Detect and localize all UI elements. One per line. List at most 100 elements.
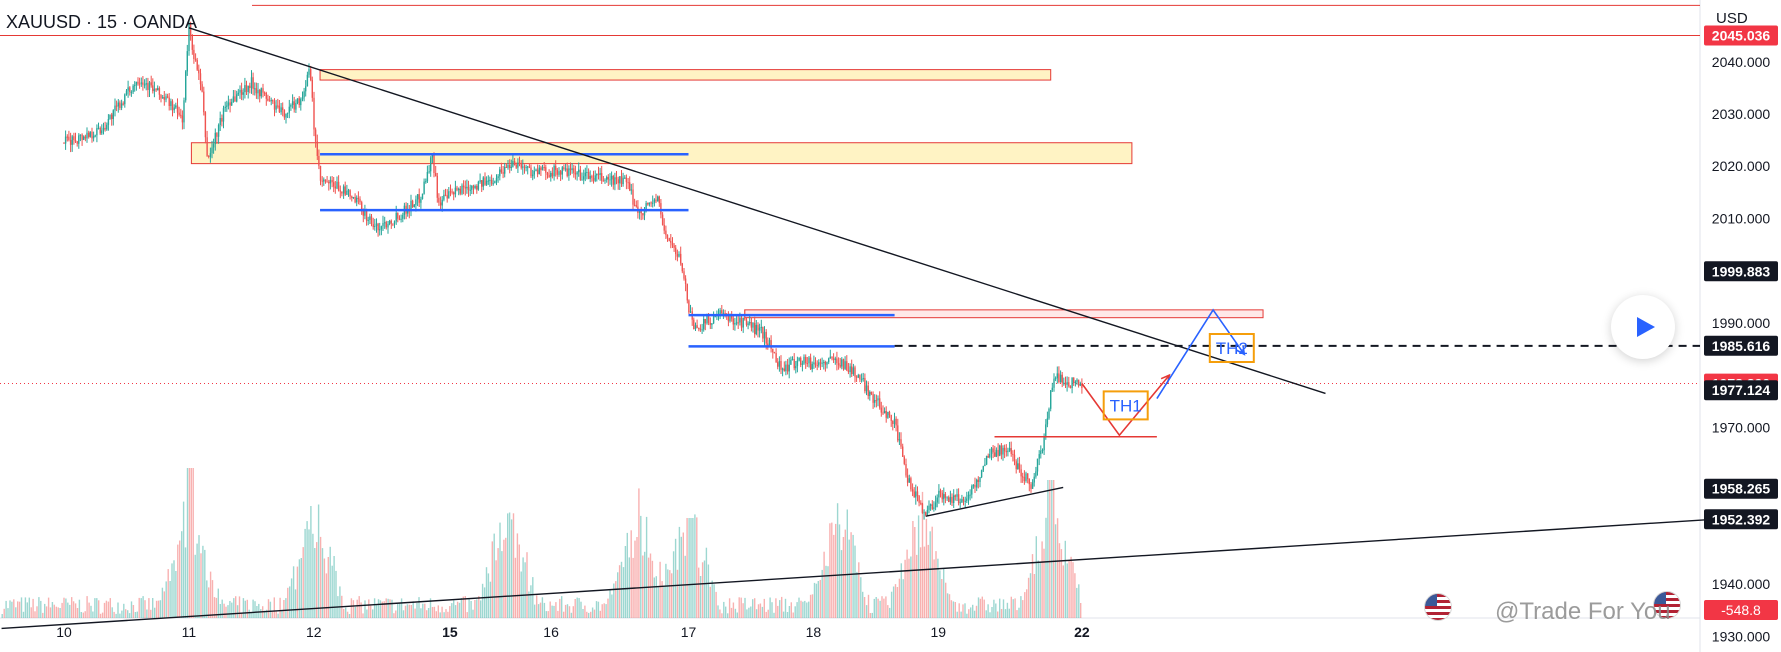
candle-body bbox=[793, 359, 795, 369]
candle-body bbox=[767, 343, 769, 347]
volume-bar bbox=[466, 612, 468, 618]
volume-bar bbox=[975, 605, 978, 618]
volume-bar bbox=[107, 601, 110, 618]
volume-bar bbox=[763, 598, 765, 618]
x-tick-label: 11 bbox=[182, 624, 197, 640]
volume-bar bbox=[478, 596, 480, 618]
candle-body bbox=[829, 356, 831, 359]
candle-body bbox=[160, 94, 162, 99]
volume-bar bbox=[808, 601, 810, 618]
volume-bar bbox=[759, 603, 762, 618]
candle-body bbox=[906, 475, 909, 483]
annotation-box[interactable] bbox=[1102, 390, 1149, 421]
volume-bar bbox=[707, 564, 710, 618]
volume-bar bbox=[358, 596, 360, 618]
y-tick-label: 1940.000 bbox=[1712, 576, 1771, 592]
candle-body bbox=[762, 326, 764, 339]
volume-bar bbox=[946, 593, 949, 618]
candle-body bbox=[811, 363, 813, 370]
volume-bar bbox=[323, 558, 326, 618]
volume-bar bbox=[723, 601, 725, 618]
volume-bar bbox=[354, 606, 356, 618]
candle-body bbox=[846, 361, 848, 371]
candle-body bbox=[331, 179, 333, 183]
volume-bar bbox=[659, 561, 661, 618]
supply-zone[interactable] bbox=[319, 69, 1052, 81]
volume-bar bbox=[1076, 587, 1078, 618]
price-tag-label: 2045.036 bbox=[1712, 28, 1771, 44]
volume-bar bbox=[30, 607, 32, 618]
volume-bar bbox=[84, 611, 86, 618]
volume-bar bbox=[254, 601, 256, 618]
trendline[interactable] bbox=[1, 515, 1763, 630]
volume-bar bbox=[960, 611, 962, 618]
candle-body bbox=[721, 310, 723, 314]
candle-body bbox=[459, 188, 461, 194]
volume-bar bbox=[127, 610, 129, 618]
trendline[interactable] bbox=[925, 486, 1064, 517]
volume-bar bbox=[370, 605, 372, 618]
volume-bar bbox=[285, 598, 287, 618]
currency-label[interactable]: USD bbox=[1716, 10, 1748, 27]
volume-bar bbox=[209, 571, 212, 618]
volume-bar bbox=[267, 599, 270, 618]
candle-body bbox=[484, 177, 486, 185]
candle-body bbox=[711, 323, 713, 325]
volume-bar bbox=[165, 581, 167, 618]
trendline[interactable] bbox=[188, 27, 1326, 395]
volume-bar bbox=[883, 598, 885, 618]
annotation-box[interactable] bbox=[1208, 333, 1255, 363]
y-tick-label: 2030.000 bbox=[1712, 106, 1771, 122]
volume-bar bbox=[1020, 596, 1022, 618]
candle-body bbox=[237, 92, 239, 95]
volume-bar bbox=[613, 583, 615, 618]
candle-body bbox=[462, 185, 465, 188]
volume-bar bbox=[383, 601, 385, 618]
volume-bar bbox=[80, 612, 82, 618]
candle-body bbox=[923, 512, 925, 514]
volume-bar bbox=[229, 601, 231, 618]
volume-bar bbox=[1031, 554, 1034, 618]
supply-zone[interactable] bbox=[744, 309, 1264, 319]
play-button[interactable] bbox=[1611, 295, 1675, 359]
volume-bar bbox=[854, 545, 856, 618]
volume-bar bbox=[497, 548, 499, 618]
candle-body bbox=[709, 322, 711, 325]
volume-bar bbox=[82, 612, 84, 618]
candle-body bbox=[566, 168, 568, 176]
annotation-label: TH1 bbox=[1110, 396, 1142, 415]
candle-body bbox=[1013, 454, 1016, 462]
candle-body bbox=[249, 85, 251, 88]
candle-body bbox=[137, 81, 139, 84]
volume-bar bbox=[67, 602, 69, 618]
candle-body bbox=[783, 368, 785, 372]
candle-body bbox=[260, 88, 262, 97]
volume-bar bbox=[292, 566, 295, 618]
candle-body bbox=[847, 370, 850, 372]
candle-body bbox=[428, 171, 430, 173]
candle-body bbox=[689, 311, 692, 313]
volume-bar bbox=[424, 603, 426, 618]
projection-path[interactable] bbox=[1081, 374, 1171, 437]
candle-body bbox=[638, 211, 641, 213]
candle-body bbox=[929, 504, 932, 506]
candle-body bbox=[879, 398, 881, 408]
candle-body bbox=[441, 199, 443, 206]
volume-bar bbox=[144, 600, 146, 618]
candle-body bbox=[959, 502, 961, 504]
candle-body bbox=[883, 411, 886, 414]
candle-body bbox=[931, 504, 933, 509]
candle-body bbox=[74, 140, 77, 142]
volume-bar bbox=[308, 529, 310, 618]
volume-bar bbox=[453, 600, 455, 618]
volume-bar bbox=[7, 608, 9, 618]
projection-path[interactable] bbox=[1156, 308, 1245, 400]
volume-bar bbox=[590, 611, 592, 618]
volume-bar bbox=[771, 602, 773, 618]
candle-body bbox=[492, 183, 494, 185]
volume-bar bbox=[900, 563, 902, 618]
volume-bar bbox=[57, 607, 59, 618]
volume-bar bbox=[1014, 598, 1016, 618]
